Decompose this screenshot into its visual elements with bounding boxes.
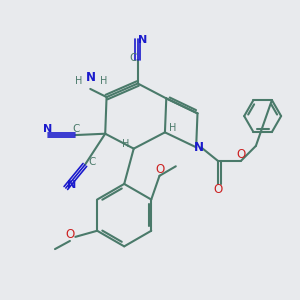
Text: H: H (75, 76, 82, 86)
Text: C: C (129, 53, 137, 63)
Text: H: H (169, 123, 176, 133)
Text: N: N (67, 180, 76, 190)
Text: C: C (89, 157, 96, 167)
Text: H: H (122, 139, 130, 149)
Text: N: N (194, 141, 204, 154)
Text: H: H (100, 76, 107, 86)
Text: N: N (138, 35, 147, 45)
Text: O: O (155, 163, 165, 176)
Text: O: O (214, 183, 223, 196)
Text: O: O (237, 148, 246, 161)
Text: O: O (66, 229, 75, 242)
Text: C: C (72, 124, 80, 134)
Text: N: N (86, 71, 96, 84)
Text: N: N (43, 124, 52, 134)
